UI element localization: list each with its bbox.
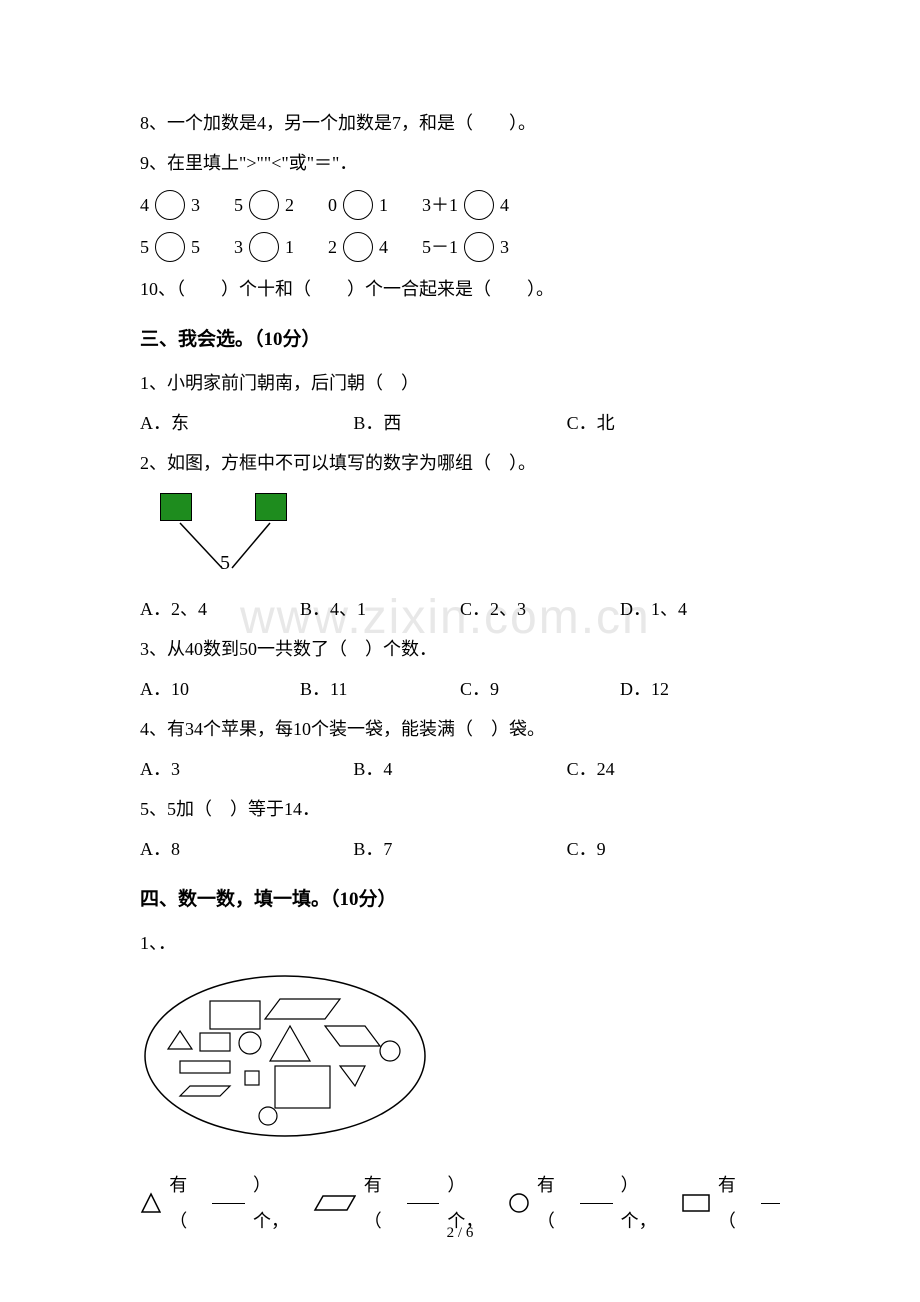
- s3-question-5: 5、5加（ ）等于14．: [140, 791, 780, 827]
- option-c: C．北: [567, 405, 780, 441]
- shapes-svg: [140, 971, 430, 1141]
- page-content: 8、一个加数是4，另一个加数是7，和是（ ）。 9、在里填上">""<"或"＝"…: [140, 105, 780, 1239]
- s3-question-2: 2、如图，方框中不可以填写的数字为哪组（ ）。: [140, 445, 780, 481]
- compare-value: 3: [500, 229, 509, 265]
- label-text: ）个，: [447, 1167, 499, 1239]
- label-text: 有（: [364, 1167, 399, 1239]
- circle-blank: [343, 232, 373, 262]
- compare-group: 2 4: [328, 229, 388, 265]
- section-3-title: 三、我会选。（10分）: [140, 321, 780, 359]
- compare-value: 4: [140, 187, 149, 223]
- label-text: ）个，: [621, 1167, 673, 1239]
- option-b: B．4: [353, 751, 566, 787]
- compare-value: 3＋1: [422, 187, 458, 223]
- option-c: C．9: [460, 671, 620, 707]
- blank-line: [407, 1203, 440, 1204]
- compare-group: 4 3: [140, 187, 200, 223]
- compare-group: 3＋1 4: [422, 187, 509, 223]
- compare-value: 3: [234, 229, 243, 265]
- shapes-diagram: [140, 971, 780, 1153]
- label-text: ）个，: [253, 1167, 305, 1239]
- s4-question-1: 1、．: [140, 925, 780, 961]
- section-4-title: 四、数一数，填一填。（10分）: [140, 881, 780, 919]
- compare-group: 0 1: [328, 187, 388, 223]
- s3-q4-options: A．3 B．4 C．24: [140, 751, 780, 787]
- option-b: B．西: [353, 405, 566, 441]
- parallelogram-icon: [313, 1194, 356, 1212]
- s3-q3-options: A．10 B．11 C．9 D．12: [140, 671, 780, 707]
- compare-value: 5: [191, 229, 200, 265]
- option-b: B．7: [353, 831, 566, 867]
- compare-value: 2: [285, 187, 294, 223]
- option-c: C．2、3: [460, 591, 620, 627]
- compare-value: 5－1: [422, 229, 458, 265]
- s3-question-3: 3、从40数到50一共数了（ ）个数．: [140, 631, 780, 667]
- option-a: A．2、4: [140, 591, 300, 627]
- option-a: A．8: [140, 831, 353, 867]
- circle-blank: [249, 232, 279, 262]
- question-10: 10、（ ）个十和（ ）个一合起来是（ ）。: [140, 271, 780, 307]
- compare-value: 5: [234, 187, 243, 223]
- s3-question-4: 4、有34个苹果，每10个装一袋，能装满（ ）袋。: [140, 711, 780, 747]
- circle-blank: [343, 190, 373, 220]
- question-8: 8、一个加数是4，另一个加数是7，和是（ ）。: [140, 105, 780, 141]
- option-a: A．3: [140, 751, 353, 787]
- compare-group: 5 5: [140, 229, 200, 265]
- blank-line: [761, 1203, 780, 1204]
- circle-blank: [464, 190, 494, 220]
- s3-q2-options: A．2、4 B．4、1 C．2、3 D．1、4: [140, 591, 780, 627]
- compare-value: 3: [191, 187, 200, 223]
- compare-value: 1: [285, 229, 294, 265]
- bond-number: 5: [220, 543, 230, 583]
- label-text: 有（: [718, 1167, 753, 1239]
- option-a: A．10: [140, 671, 300, 707]
- s3-q1-options: A．东 B．西 C．北: [140, 405, 780, 441]
- compare-value: 5: [140, 229, 149, 265]
- compare-value: 4: [500, 187, 509, 223]
- option-c: C．24: [567, 751, 780, 787]
- compare-value: 4: [379, 229, 388, 265]
- compare-value: 0: [328, 187, 337, 223]
- circle-blank: [155, 232, 185, 262]
- label-text: 有（: [169, 1167, 204, 1239]
- compare-group: 3 1: [234, 229, 294, 265]
- option-a: A．东: [140, 405, 353, 441]
- blank-line: [212, 1203, 245, 1204]
- question-9-intro: 9、在里填上">""<"或"＝"．: [140, 145, 780, 181]
- circle-blank: [249, 190, 279, 220]
- compare-group: 5－1 3: [422, 229, 509, 265]
- s3-q5-options: A．8 B．7 C．9: [140, 831, 780, 867]
- number-bond-diagram: 5: [160, 493, 300, 583]
- bond-lines: [160, 493, 300, 583]
- option-d: D．12: [620, 671, 780, 707]
- circle-icon: [508, 1192, 529, 1214]
- option-c: C．9: [567, 831, 780, 867]
- comparison-row-1: 4 3 5 2 0 1 3＋1 4: [140, 187, 780, 223]
- option-b: B．11: [300, 671, 460, 707]
- circle-blank: [155, 190, 185, 220]
- option-d: D．1、4: [620, 591, 780, 627]
- shape-answer-row: 有（ ）个， 有（ ）个， 有（ ）个， 有（: [140, 1167, 780, 1239]
- comparison-row-2: 5 5 3 1 2 4 5－1 3: [140, 229, 780, 265]
- label-text: 有（: [537, 1167, 572, 1239]
- s3-question-1: 1、小明家前门朝南，后门朝（ ）: [140, 365, 780, 401]
- blank-line: [580, 1203, 613, 1204]
- compare-value: 2: [328, 229, 337, 265]
- rectangle-icon: [681, 1193, 710, 1213]
- triangle-icon: [140, 1192, 161, 1214]
- compare-group: 5 2: [234, 187, 294, 223]
- circle-blank: [464, 232, 494, 262]
- compare-value: 1: [379, 187, 388, 223]
- option-b: B．4、1: [300, 591, 460, 627]
